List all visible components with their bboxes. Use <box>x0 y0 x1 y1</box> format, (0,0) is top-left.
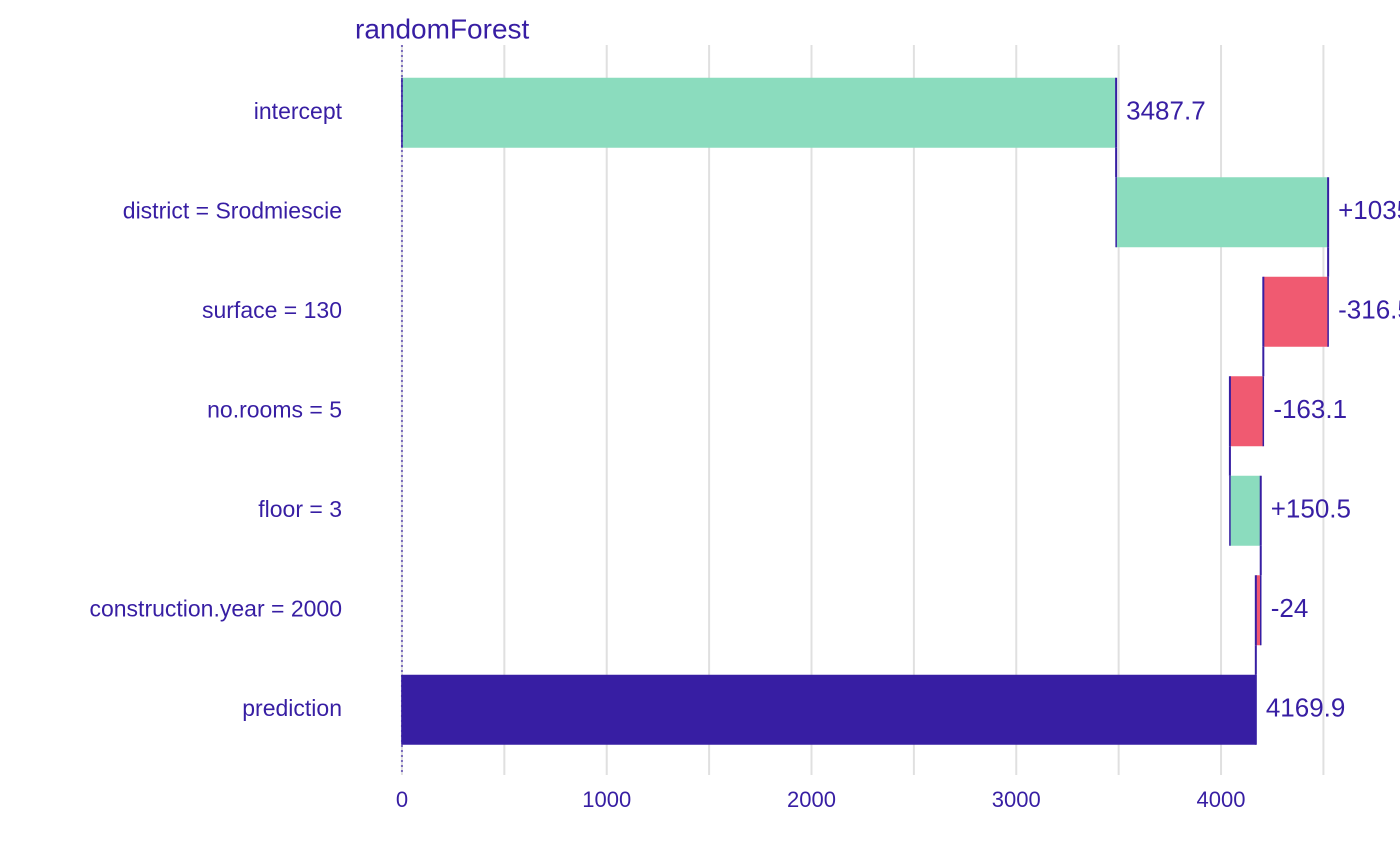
value-label: -24 <box>1271 593 1309 623</box>
category-label: prediction <box>242 695 342 721</box>
category-label: floor = 3 <box>258 496 342 522</box>
bar <box>1229 376 1264 447</box>
x-tick-label: 1000 <box>582 787 631 812</box>
bar <box>401 674 1256 745</box>
bar <box>401 77 1117 148</box>
category-label: district = Srodmiescie <box>123 197 342 223</box>
value-label: 4169.9 <box>1266 693 1346 723</box>
category-label: no.rooms = 5 <box>207 396 342 422</box>
chart-title: randomForest <box>355 13 530 44</box>
x-tick-label: 3000 <box>992 787 1041 812</box>
bar <box>1255 575 1261 646</box>
value-label: +150.5 <box>1271 494 1351 524</box>
value-label: -163.1 <box>1273 394 1347 424</box>
x-tick-label: 2000 <box>787 787 836 812</box>
value-label: +1035.3 <box>1338 195 1400 225</box>
x-tick-label: 0 <box>396 787 408 812</box>
bar <box>1229 475 1261 546</box>
bar <box>1263 276 1329 347</box>
category-label: surface = 130 <box>202 297 342 323</box>
x-tick-label: 4000 <box>1197 787 1246 812</box>
value-label: -316.5 <box>1338 295 1400 325</box>
category-label: construction.year = 2000 <box>89 595 342 621</box>
bar <box>1116 177 1329 248</box>
category-label: intercept <box>254 98 343 124</box>
value-label: 3487.7 <box>1126 96 1206 126</box>
